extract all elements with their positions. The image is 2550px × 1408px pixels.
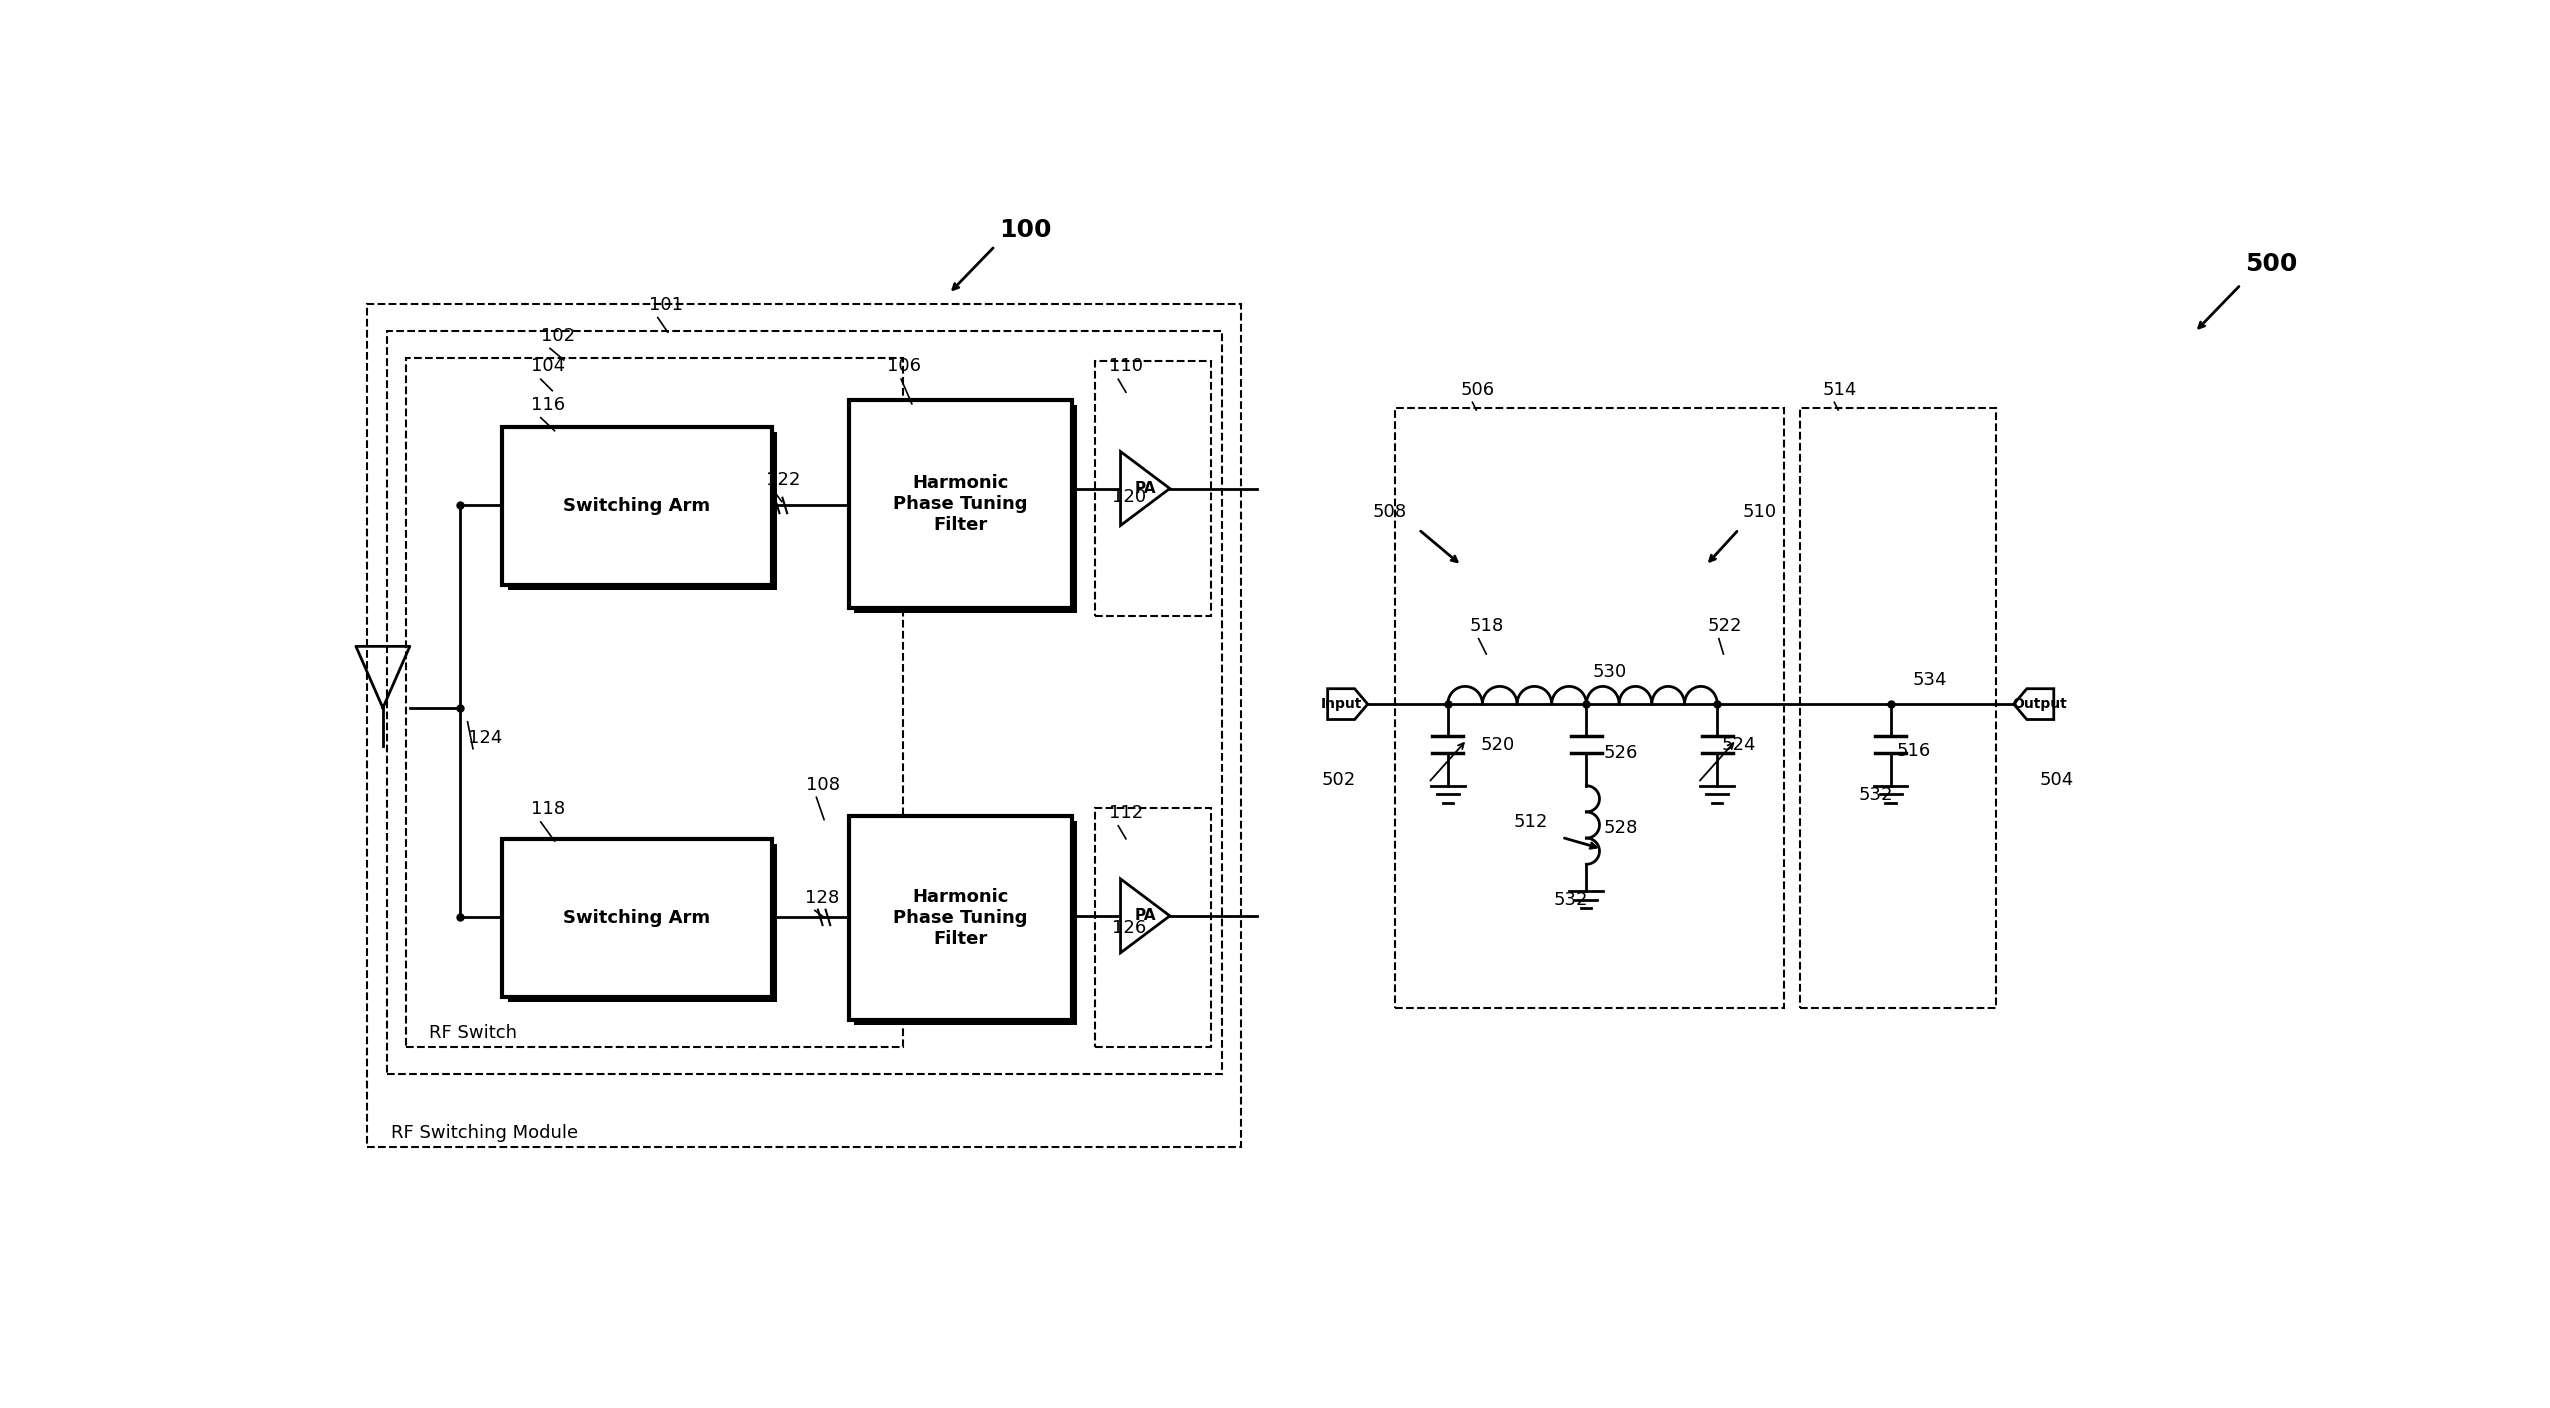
Text: 518: 518	[1469, 617, 1504, 635]
Text: 112: 112	[1109, 804, 1142, 822]
Text: 108: 108	[806, 776, 842, 794]
Text: 102: 102	[541, 327, 574, 345]
FancyBboxPatch shape	[849, 400, 1071, 608]
FancyBboxPatch shape	[502, 427, 773, 584]
Text: Output: Output	[2012, 697, 2068, 711]
Text: 508: 508	[1372, 503, 1408, 521]
Text: 100: 100	[1000, 218, 1051, 242]
FancyBboxPatch shape	[507, 432, 778, 590]
Text: 510: 510	[1742, 503, 1777, 521]
FancyBboxPatch shape	[502, 839, 773, 997]
Text: 532: 532	[1859, 786, 1892, 804]
Text: Input: Input	[1321, 697, 1362, 711]
Text: Harmonic
Phase Tuning
Filter: Harmonic Phase Tuning Filter	[892, 474, 1028, 534]
Text: 512: 512	[1512, 814, 1548, 831]
Text: 528: 528	[1604, 818, 1637, 836]
Text: 101: 101	[648, 296, 683, 314]
Text: RF Switching Module: RF Switching Module	[390, 1124, 579, 1142]
Text: 500: 500	[2244, 252, 2298, 276]
Text: 516: 516	[1897, 742, 1930, 760]
Text: Switching Arm: Switching Arm	[564, 497, 711, 515]
Text: 526: 526	[1604, 743, 1637, 762]
Text: 524: 524	[1721, 736, 1757, 755]
Text: 126: 126	[1112, 919, 1148, 936]
Text: PA: PA	[1135, 908, 1155, 924]
Text: 110: 110	[1109, 358, 1142, 376]
Polygon shape	[1329, 689, 1367, 719]
Text: 530: 530	[1594, 663, 1627, 681]
Text: 124: 124	[467, 728, 502, 746]
Text: 504: 504	[2040, 772, 2073, 788]
Text: 532: 532	[1553, 891, 1589, 910]
Text: 128: 128	[806, 888, 839, 907]
Text: 104: 104	[530, 358, 566, 376]
FancyBboxPatch shape	[507, 845, 778, 1002]
Text: 522: 522	[1708, 617, 1742, 635]
FancyBboxPatch shape	[854, 821, 1079, 1025]
Text: 534: 534	[1912, 670, 1946, 689]
Text: PA: PA	[1135, 482, 1155, 496]
Text: Switching Arm: Switching Arm	[564, 908, 711, 926]
FancyBboxPatch shape	[854, 406, 1079, 614]
Polygon shape	[1119, 879, 1170, 953]
Text: 118: 118	[530, 800, 566, 818]
Text: RF Switch: RF Switch	[428, 1024, 518, 1042]
Text: 514: 514	[1823, 380, 1856, 398]
Text: 520: 520	[1479, 736, 1515, 755]
Text: 502: 502	[1321, 772, 1357, 788]
Text: 506: 506	[1461, 380, 1494, 398]
FancyBboxPatch shape	[849, 815, 1071, 1019]
Text: 120: 120	[1112, 487, 1145, 505]
Text: 122: 122	[768, 470, 801, 489]
Polygon shape	[2014, 689, 2053, 719]
Text: Harmonic
Phase Tuning
Filter: Harmonic Phase Tuning Filter	[892, 888, 1028, 948]
Text: 116: 116	[530, 396, 566, 414]
Text: 106: 106	[887, 358, 921, 376]
Polygon shape	[1119, 452, 1170, 525]
